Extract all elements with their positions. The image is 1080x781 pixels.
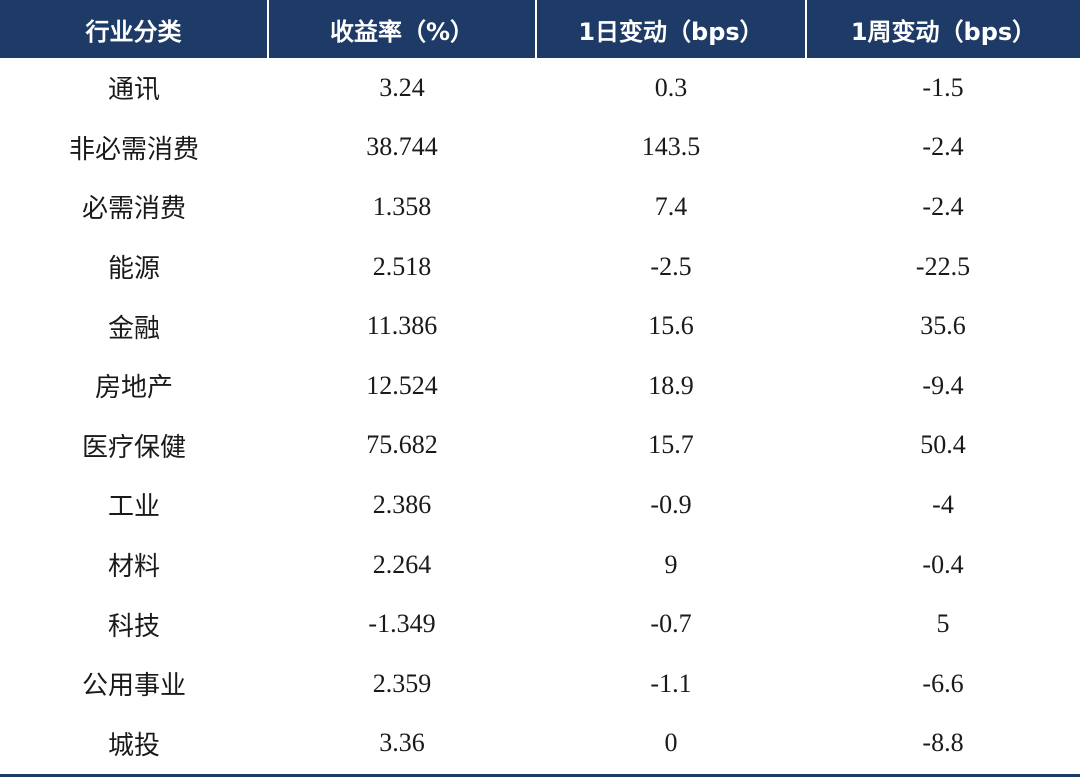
header-row: 行业分类 收益率（%） 1日变动（bps） 1周变动（bps）: [0, 0, 1080, 58]
change-1w-cell: -2.4: [922, 132, 964, 162]
change-1w-cell: -9.4: [922, 370, 964, 400]
yield-cell: -1.349: [368, 609, 436, 639]
sector-cell: 城投: [107, 730, 160, 761]
change-1w-cell: -1.5: [922, 72, 964, 102]
yield-cell: 3.24: [379, 72, 425, 102]
yield-cell: 75.682: [366, 430, 438, 460]
header-1w-change: 1周变动（bps）: [805, 0, 1080, 58]
change-1d-cell: 7.4: [654, 191, 688, 221]
table-header: 行业分类 收益率（%） 1日变动（bps） 1周变动（bps）: [0, 0, 1080, 58]
sector-cell: 通讯: [107, 75, 160, 106]
sector-cell: 科技: [107, 611, 160, 642]
yield-cell: 1.358: [372, 191, 432, 221]
change-1w-cell: -6.6: [922, 668, 964, 698]
header-sector: 行业分类: [0, 0, 268, 58]
table-row: 工业 2.386 -0.9 -4: [0, 475, 1080, 535]
table-row: 科技 -1.349 -0.7 5: [0, 594, 1080, 654]
yield-cell: 12.524: [366, 370, 438, 400]
table-bottom-rule: [0, 774, 1080, 777]
table-row: 金融 11.386 15.6 35.6: [0, 296, 1080, 356]
sector-cell: 工业: [107, 492, 160, 523]
yield-cell: 2.359: [372, 668, 432, 698]
change-1w-cell: 35.6: [920, 311, 966, 341]
table-body: 通讯 3.24 0.3 -1.5 非必需消费 38.744 143.5 -2.4…: [0, 58, 1080, 773]
change-1w-cell: -0.4: [922, 549, 964, 579]
table-row: 房地产 12.524 18.9 -9.4: [0, 356, 1080, 416]
yield-cell: 2.386: [372, 489, 432, 519]
change-1d-cell: 18.9: [648, 370, 694, 400]
sector-cell: 材料: [107, 552, 160, 583]
sector-cell: 非必需消费: [68, 134, 199, 165]
change-1d-cell: -1.1: [650, 668, 692, 698]
yield-cell: 11.386: [366, 311, 438, 341]
sector-cell: 房地产: [94, 373, 173, 404]
sector-cell: 能源: [107, 254, 160, 285]
change-1w-cell: 5: [936, 609, 950, 639]
table-row: 能源 2.518 -2.5 -22.5: [0, 237, 1080, 297]
table-row: 非必需消费 38.744 143.5 -2.4: [0, 118, 1080, 178]
yield-cell: 3.36: [379, 728, 425, 758]
header-yield: 收益率（%）: [267, 0, 536, 58]
table-row: 公用事业 2.359 -1.1 -6.6: [0, 654, 1080, 714]
change-1d-cell: -0.7: [650, 609, 692, 639]
change-1d-cell: 143.5: [641, 132, 701, 162]
change-1w-cell: -22.5: [915, 251, 971, 281]
change-1w-cell: -8.8: [922, 728, 964, 758]
table-row: 必需消费 1.358 7.4 -2.4: [0, 177, 1080, 237]
change-1d-cell: -0.9: [650, 489, 692, 519]
change-1d-cell: 0.3: [654, 72, 688, 102]
change-1d-cell: 9: [664, 549, 678, 579]
sector-cell: 医疗保健: [81, 432, 186, 463]
header-1d-change: 1日变动（bps）: [535, 0, 806, 58]
change-1d-cell: 15.7: [648, 430, 694, 460]
table-row: 医疗保健 75.682 15.7 50.4: [0, 416, 1080, 476]
sector-cell: 公用事业: [81, 671, 186, 702]
change-1d-cell: 15.6: [648, 311, 694, 341]
change-1w-cell: -2.4: [922, 191, 964, 221]
sector-cell: 金融: [107, 313, 160, 344]
change-1w-cell: 50.4: [920, 430, 966, 460]
yield-cell: 2.518: [372, 251, 432, 281]
change-1d-cell: -2.5: [650, 251, 692, 281]
sector-cell: 必需消费: [81, 194, 186, 225]
change-1w-cell: -4: [932, 489, 954, 519]
yield-cell: 2.264: [372, 549, 432, 579]
yield-cell: 38.744: [366, 132, 438, 162]
change-1d-cell: 0: [664, 728, 678, 758]
table-row: 通讯 3.24 0.3 -1.5: [0, 58, 1080, 118]
table-row: 城投 3.36 0 -8.8: [0, 714, 1080, 774]
table-row: 材料 2.264 9 -0.4: [0, 535, 1080, 595]
